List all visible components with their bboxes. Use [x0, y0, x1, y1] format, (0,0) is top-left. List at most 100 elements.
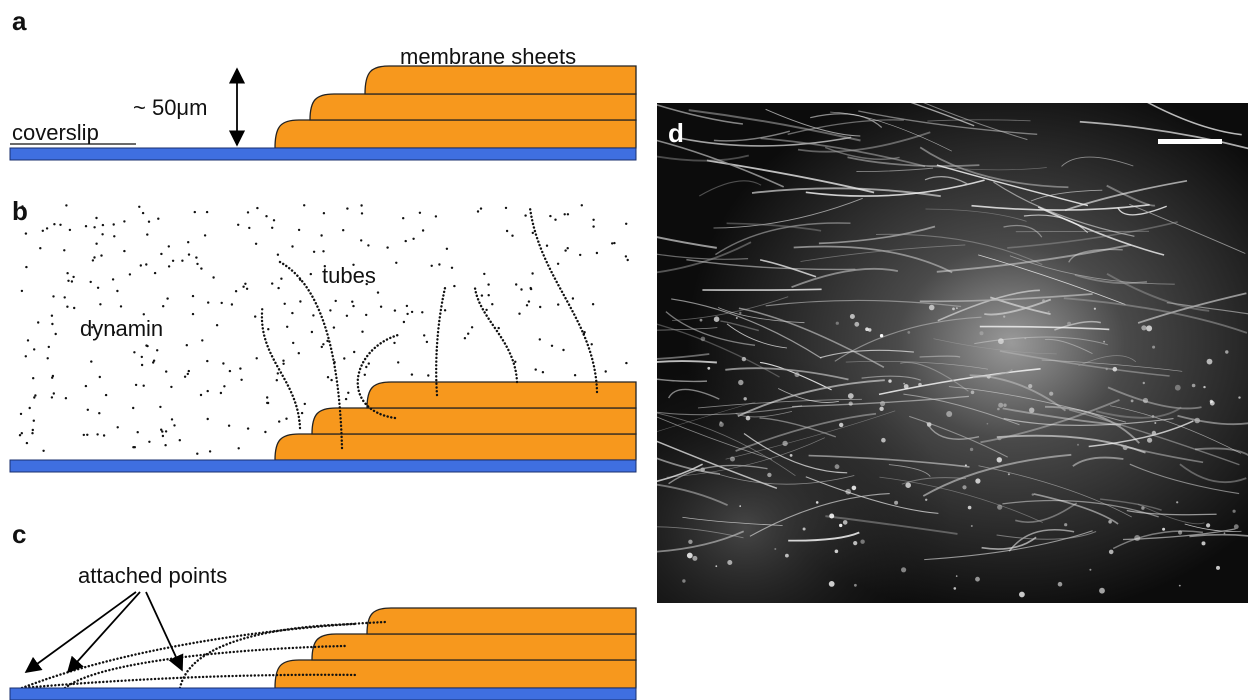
speck: [1048, 311, 1050, 313]
dynamin-dot: [532, 232, 534, 234]
dynamin-dot: [322, 250, 324, 252]
dynamin-dot: [247, 211, 249, 213]
dynamin-dot: [55, 333, 57, 335]
dynamin-dot: [164, 444, 166, 446]
dynamin-dot: [46, 227, 48, 229]
speck: [1206, 523, 1210, 527]
speck: [1103, 341, 1105, 343]
dynamin-dot: [187, 373, 189, 375]
speck: [839, 524, 842, 527]
speck: [1058, 582, 1063, 587]
dynamin-dot: [165, 370, 167, 372]
dynamin-dot: [367, 244, 369, 246]
dynamin-dot: [291, 312, 293, 314]
panel-a: a membrane sheets ~ 50μm coverslip: [10, 6, 636, 160]
dynamin-dot: [411, 373, 413, 375]
dynamin-dot: [207, 301, 209, 303]
fiber: [702, 289, 821, 290]
dynamin-dot: [264, 431, 266, 433]
dynamin-dot: [427, 374, 429, 376]
scale-bar: [1158, 139, 1222, 144]
dynamin-dot: [137, 431, 139, 433]
speck: [962, 485, 966, 489]
speck: [1224, 532, 1226, 534]
dynamin-dot: [160, 429, 162, 431]
speck: [903, 383, 905, 385]
panel-c: c attached points: [10, 519, 636, 700]
dynamin-dot: [221, 302, 223, 304]
membrane-sheets: [275, 382, 636, 460]
dynamin-dot: [231, 303, 233, 305]
dynamin-dot: [353, 351, 355, 353]
dynamin-dot: [564, 249, 566, 251]
speck: [835, 464, 840, 469]
dynamin-dot: [327, 376, 329, 378]
dynamin-dot: [330, 379, 332, 381]
micrograph: [566, 68, 1248, 603]
dynamin-dot: [471, 326, 473, 328]
dynamin-dot: [361, 331, 363, 333]
dynamin-dot: [165, 430, 167, 432]
speck: [1141, 506, 1144, 509]
dynamin-dot: [546, 245, 548, 247]
speck: [894, 501, 898, 505]
dynamin-dot: [239, 367, 241, 369]
dynamin-dot: [377, 291, 379, 293]
dynamin-dot: [65, 397, 67, 399]
dynamin-dot: [116, 290, 118, 292]
dynamin-dot: [271, 282, 273, 284]
speck: [918, 383, 922, 387]
speck: [881, 438, 886, 443]
dynamin-dot: [539, 338, 541, 340]
speck: [998, 436, 1002, 440]
speck: [879, 407, 883, 411]
dynamin-dot: [278, 420, 280, 422]
dynamin-dot: [518, 313, 520, 315]
dynamin-dot: [574, 374, 576, 376]
dynamin-dot: [159, 406, 161, 408]
speck: [692, 556, 697, 561]
dynamin-dot: [186, 344, 188, 346]
figure: a membrane sheets ~ 50μm coverslip b tub…: [0, 0, 1248, 700]
speck: [1238, 396, 1240, 398]
dynamin-dot: [304, 403, 306, 405]
speck: [1176, 501, 1178, 503]
dynamin-dot: [567, 213, 569, 215]
dynamin-dot: [112, 278, 114, 280]
dynamin-dot: [312, 314, 314, 316]
dynamin-dot: [145, 344, 147, 346]
dynamin-dot: [567, 247, 569, 249]
speck: [836, 322, 839, 325]
speck: [907, 331, 910, 334]
dynamin-dot: [453, 285, 455, 287]
dynamin-dot: [342, 229, 344, 231]
dynamin-dot: [32, 377, 34, 379]
dynamin-dot: [583, 331, 585, 333]
dynamin-dot: [301, 412, 303, 414]
dynamin-dot: [29, 407, 31, 409]
dynamin-dot: [157, 218, 159, 220]
dynamin-dot: [26, 442, 28, 444]
speck: [971, 525, 973, 527]
dynamin-dot: [277, 287, 279, 289]
dynamin-dot: [322, 343, 324, 345]
dynamin-dot: [162, 305, 164, 307]
attached-label: attached points: [78, 563, 227, 588]
dynamin-dot: [39, 247, 41, 249]
dynamin-dot: [51, 323, 53, 325]
membrane-sheet: [365, 66, 636, 94]
dynamin-dot: [267, 328, 269, 330]
dynamin-dot: [402, 217, 404, 219]
dynamin-dot: [360, 204, 362, 206]
dynamin-dot: [240, 379, 242, 381]
speck: [1192, 384, 1196, 388]
panel-label: b: [12, 196, 28, 226]
dynamin-dot: [335, 300, 337, 302]
speck: [739, 505, 741, 507]
speck: [965, 464, 967, 466]
dynamin-dot: [421, 311, 423, 313]
dynamin-dot: [200, 267, 202, 269]
dynamin-dot: [65, 204, 67, 206]
dynamin-dot: [223, 385, 225, 387]
dynamin-dot: [605, 370, 607, 372]
